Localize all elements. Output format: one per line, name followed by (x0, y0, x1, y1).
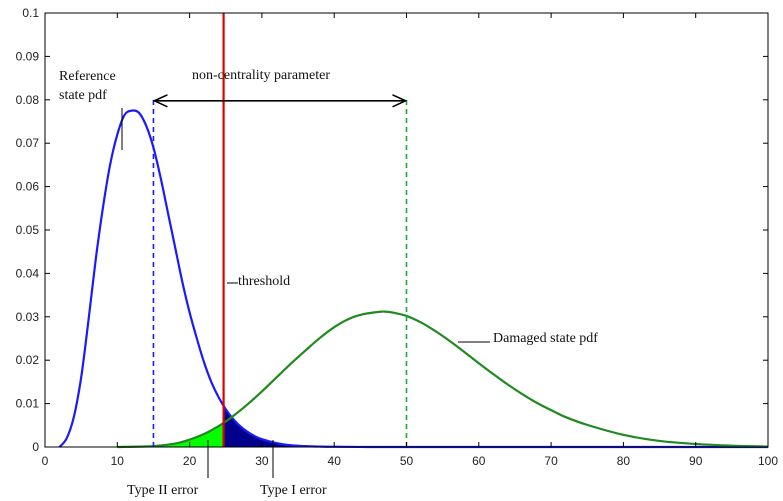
y-tick-label-8: 0.08 (16, 93, 40, 107)
annotation-type1: Type I error (260, 483, 327, 498)
y-ticks: 0 0.01 0.02 0.03 0.04 0.05 0.06 0.07 0.08 0.09 0.1 (16, 6, 768, 454)
y-tick-label-4: 0.04 (16, 266, 40, 280)
y-tick-label-3: 0.03 (16, 310, 40, 324)
x-tick-label-10: 100 (758, 454, 778, 468)
x-tick-label-1: 10 (111, 454, 125, 468)
ncp-arrow (152, 94, 408, 108)
annotation-threshold: threshold (238, 274, 290, 289)
x-tick-label-4: 40 (328, 454, 342, 468)
annotation-reference-line2: state pdf (59, 88, 107, 103)
x-tick-label-5: 50 (400, 454, 414, 468)
x-tick-label-7: 70 (544, 454, 558, 468)
y-tick-label-7: 0.07 (16, 136, 40, 150)
y-tick-label-9: 0.09 (16, 49, 40, 63)
ncp-arrow-head-left (152, 94, 168, 108)
series-line-1 (117, 310, 769, 449)
annotation-ncp: non-centrality parameter (192, 68, 330, 83)
x-tick-label-3: 30 (255, 454, 269, 468)
x-tick-label-6: 60 (472, 454, 486, 468)
annotation-reference-line1: Reference (59, 69, 116, 84)
x-tick-label-8: 80 (617, 454, 631, 468)
y-tick-label-0: 0 (32, 440, 39, 454)
x-ticks: 0 10 20 30 40 50 60 70 80 90 100 (42, 13, 778, 468)
annotation-type2: Type II error (127, 483, 199, 498)
vertical-lines (152, 13, 408, 447)
y-tick-label-10: 0.1 (22, 6, 39, 20)
x-tick-label-9: 90 (689, 454, 703, 468)
shaded-region-type2 (153, 422, 224, 447)
shaded-regions (153, 405, 335, 447)
y-tick-label-6: 0.06 (16, 180, 40, 194)
y-tick-label-5: 0.05 (16, 223, 40, 237)
series-line-0 (58, 109, 768, 449)
y-tick-label-1: 0.01 (16, 397, 40, 411)
pdf-curves (58, 109, 769, 449)
annotation-damaged: Damaged state pdf (493, 331, 598, 346)
x-tick-label-0: 0 (42, 454, 49, 468)
shaded-region-type1 (223, 405, 335, 447)
x-tick-label-2: 20 (183, 454, 197, 468)
ncp-arrow-head-right (392, 94, 408, 108)
annotation-leaders (121, 108, 490, 478)
y-tick-label-2: 0.02 (16, 353, 40, 367)
